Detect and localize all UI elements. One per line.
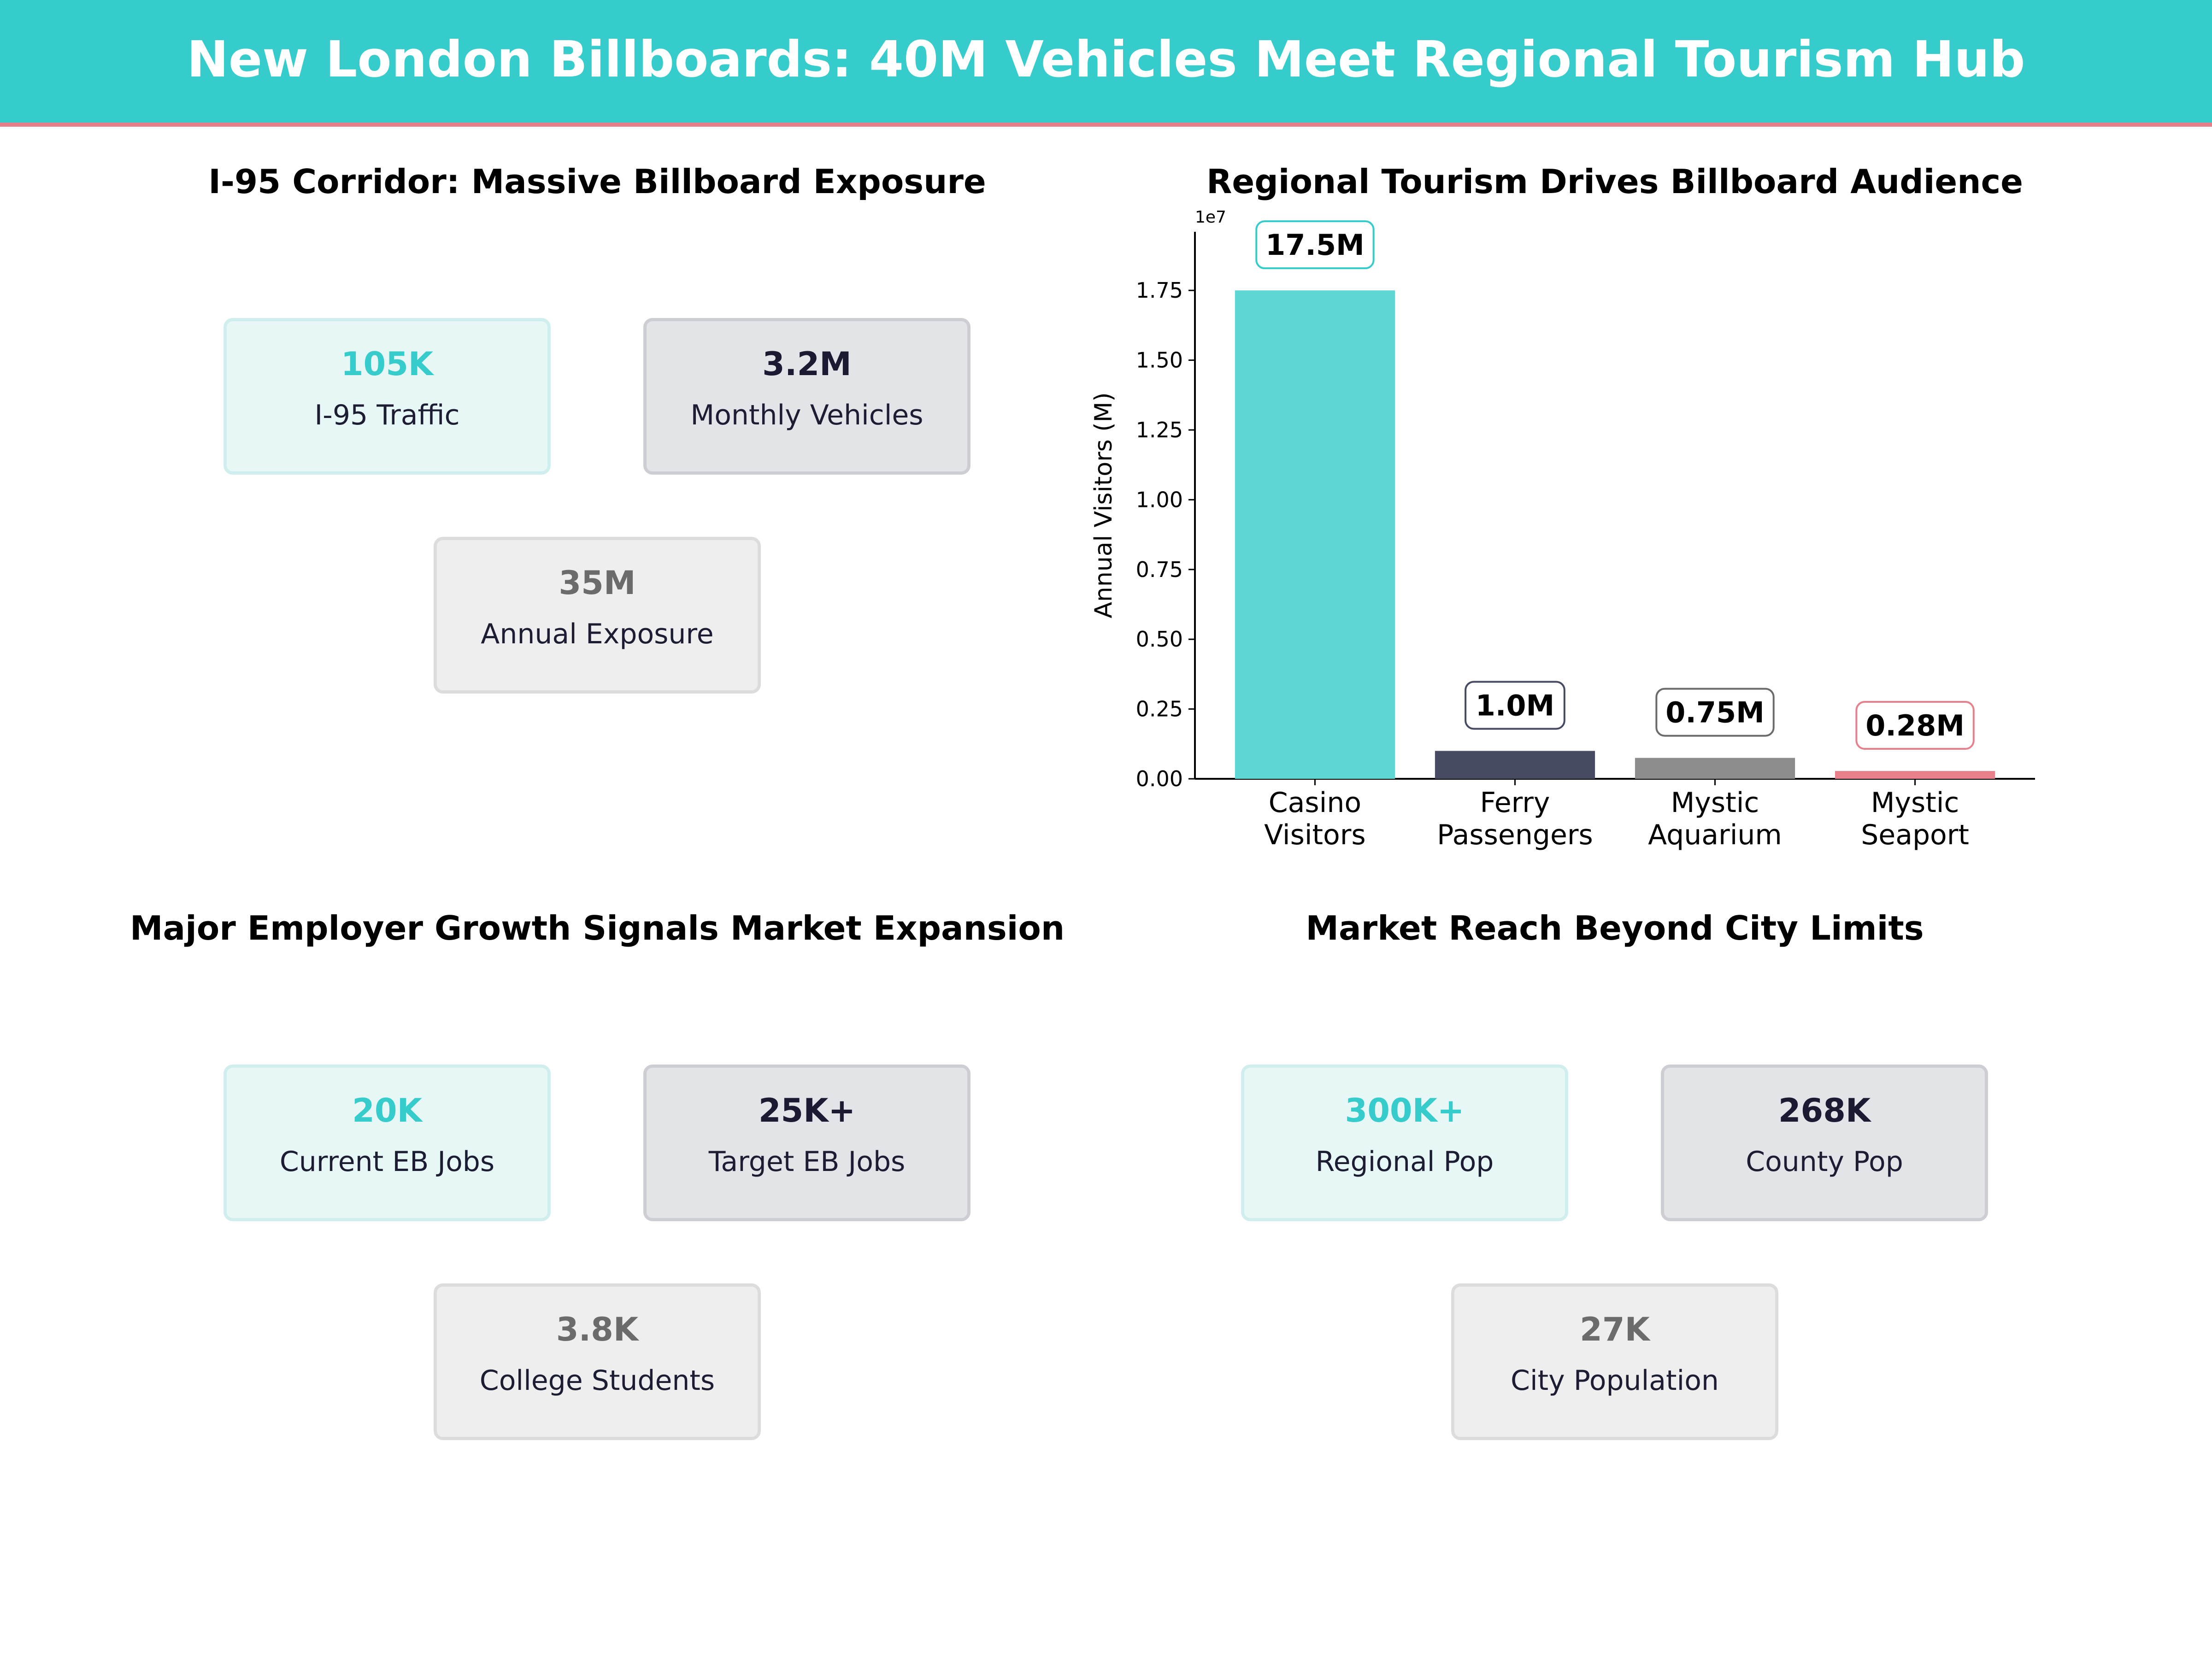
y-tick-label: 1.75: [1136, 278, 1183, 303]
stat-card-city-population: 27K City Population: [1451, 1283, 1778, 1440]
stat-card-target-eb-jobs: 25K+ Target EB Jobs: [643, 1065, 971, 1221]
x-tick-label: Ferry: [1480, 787, 1550, 819]
corridor-panel-title: I-95 Corridor: Massive Billboard Exposur…: [208, 162, 986, 201]
data-label-box: [1855, 701, 1975, 750]
stat-card-annual-exposure: 35M Annual Exposure: [434, 537, 761, 694]
data-label-box: [1465, 681, 1565, 730]
stat-value: 300K+: [1345, 1092, 1465, 1130]
y-tick-label: 0.25: [1136, 697, 1183, 722]
data-label: 1.0M: [1476, 688, 1555, 722]
bar: [1635, 758, 1795, 779]
bar: [1435, 751, 1595, 779]
x-tick-label: Casino: [1269, 787, 1361, 819]
y-tick-label: 1.25: [1136, 418, 1183, 442]
stat-value: 25K+: [758, 1092, 856, 1130]
stat-value: 3.8K: [556, 1311, 639, 1348]
y-tick-label: 1.00: [1136, 487, 1183, 512]
stat-label: College Students: [479, 1365, 715, 1397]
stat-label: Regional Pop: [1315, 1146, 1494, 1178]
data-label: 17.5M: [1265, 228, 1365, 262]
stat-label: Current EB Jobs: [279, 1146, 495, 1178]
y-axis-offset-label: 1e7: [1195, 208, 1226, 227]
employer-panel-title: Major Employer Growth Signals Market Exp…: [129, 909, 1065, 947]
tourism-bar-chart: 0.00 0.25 0.50 0.75 1.00 1.25 1.50 1.75 1e7 Annua…: [1090, 208, 2035, 851]
stat-label: County Pop: [1746, 1146, 1903, 1178]
x-tick-label: Visitors: [1264, 819, 1366, 851]
y-tick-label: 0.75: [1136, 557, 1183, 582]
tourism-chart-title: Regional Tourism Drives Billboard Audien…: [1206, 162, 2024, 201]
stat-value: 27K: [1580, 1311, 1650, 1348]
stat-value: 268K: [1778, 1092, 1871, 1130]
stat-label: Monthly Vehicles: [690, 399, 924, 431]
stat-label: Annual Exposure: [481, 618, 714, 650]
x-tick-label: Mystic: [1671, 787, 1759, 819]
stat-label: Target EB Jobs: [708, 1146, 906, 1178]
stat-value: 105K: [341, 345, 434, 383]
x-tick-label: Aquarium: [1648, 819, 1782, 851]
data-label: 0.75M: [1665, 696, 1765, 729]
stat-card-county-pop: 268K County Pop: [1661, 1065, 1988, 1221]
y-tick-label: 0.50: [1136, 627, 1183, 652]
stat-card-college-students: 3.8K College Students: [434, 1283, 761, 1440]
data-label-box: [1255, 220, 1375, 270]
data-label: 0.28M: [1865, 709, 1965, 742]
stat-card-monthly-vehicles: 3.2M Monthly Vehicles: [643, 318, 971, 475]
stat-label: City Population: [1511, 1365, 1719, 1397]
stat-value: 3.2M: [762, 345, 852, 383]
stat-value: 20K: [352, 1092, 422, 1130]
x-tick-label: Passengers: [1437, 819, 1593, 851]
bar: [1235, 290, 1395, 779]
stat-card-current-eb-jobs: 20K Current EB Jobs: [224, 1065, 551, 1221]
y-axis-title: Annual Visitors (M): [1090, 392, 1118, 618]
reach-panel-title: Market Reach Beyond City Limits: [1306, 909, 1924, 947]
x-tick-label: Mystic: [1871, 787, 1959, 819]
page-title: New London Billboards: 40M Vehicles Meet…: [187, 31, 2025, 88]
stat-card-regional-pop: 300K+ Regional Pop: [1241, 1065, 1568, 1221]
stat-label: I-95 Traffic: [314, 399, 460, 431]
data-label-box: [1655, 688, 1775, 737]
header-banner: New London Billboards: 40M Vehicles Meet…: [0, 0, 2212, 127]
x-tick-label: Seaport: [1861, 819, 1969, 851]
y-tick-label: 1.50: [1136, 348, 1183, 373]
stat-value: 35M: [559, 564, 636, 602]
stat-card-i95-traffic: 105K I-95 Traffic: [224, 318, 551, 475]
y-tick-label: 0.00: [1136, 766, 1183, 791]
bar: [1835, 771, 1995, 779]
